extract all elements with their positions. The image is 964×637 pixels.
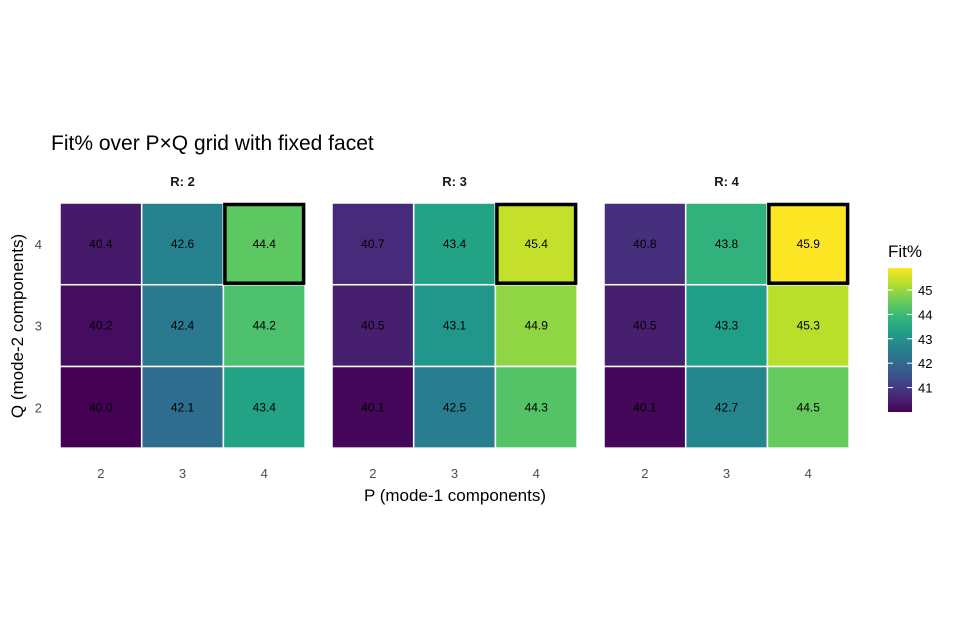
x-tick-label: 4: [533, 466, 540, 481]
heatmap-cell: [494, 283, 578, 368]
x-tick-label: 3: [179, 466, 186, 481]
x-tick-label: 2: [641, 466, 648, 481]
heatmap-cell: [331, 202, 415, 286]
heatmap-cell: [684, 202, 769, 286]
x-tick-label: 2: [369, 466, 376, 481]
facet-panels: R: 2 40.0 42.1 43.4 40.2 42.4 44.2 40.4 42.6 44.4…: [35, 174, 850, 481]
cell-value-label: 42.6: [171, 237, 195, 251]
cell-value-label: 40.7: [361, 237, 385, 251]
cell-value-label: 40.1: [633, 400, 657, 414]
cell-value-label: 40.0: [89, 400, 113, 414]
x-tick-label: 3: [723, 466, 730, 481]
color-legend: Fit% 41 42 43 44 45: [888, 242, 932, 412]
chart-title: Fit% over P×Q grid with fixed facet: [51, 132, 374, 155]
y-tick-label: 3: [35, 319, 42, 334]
cell-value-label: 40.2: [89, 319, 113, 333]
heatmap-cell: [59, 365, 143, 449]
cell-value-label: 45.3: [797, 319, 821, 333]
cell-value-label: 43.8: [715, 237, 739, 251]
heatmap-cell: [494, 365, 578, 449]
heatmap-cell: [766, 365, 850, 449]
facet-strip-label: R: 3: [442, 174, 467, 189]
cell-value-label: 45.9: [797, 237, 821, 251]
legend-tick-label: 43: [918, 332, 932, 347]
x-tick-label: 4: [261, 466, 268, 481]
cell-value-label: 44.5: [797, 400, 821, 414]
facet-strip-label: R: 4: [714, 174, 739, 189]
cell-value-label: 44.2: [253, 319, 277, 333]
facet-panel: R: 3 40.1 42.5 44.3 40.5 43.1 44.9 40.7 43.4 45.4…: [331, 174, 578, 481]
heatmap-cell: [140, 365, 225, 449]
heatmap-cell: [331, 283, 415, 368]
best-cell-highlight: [495, 202, 578, 285]
legend-tick-label: 44: [918, 307, 932, 322]
heatmap-cell: [603, 283, 687, 368]
best-cell-highlight: [223, 202, 306, 285]
cell-value-label: 42.1: [171, 400, 195, 414]
heatmap-cell: [766, 283, 850, 368]
heatmap-cell: [494, 202, 578, 286]
cell-value-label: 42.5: [443, 400, 467, 414]
cell-value-label: 43.3: [715, 319, 739, 333]
cell-value-label: 40.5: [361, 319, 385, 333]
y-tick-label: 4: [35, 237, 42, 252]
cell-value-label: 44.9: [525, 319, 549, 333]
heatmap-cell: [222, 283, 306, 368]
best-cell-highlight: [767, 202, 850, 285]
heatmap-cell: [140, 283, 225, 368]
x-tick-label: 3: [451, 466, 458, 481]
facet-panel: R: 4 40.1 42.7 44.5 40.5 43.3 45.3 40.8 43.8 45.9…: [603, 174, 850, 481]
heatmap-cell: [603, 202, 687, 286]
cell-value-label: 40.1: [361, 400, 385, 414]
heatmap-cell: [140, 202, 225, 286]
x-tick-label: 4: [805, 466, 812, 481]
heatmap-cell: [684, 283, 769, 368]
heatmap-cell: [412, 283, 497, 368]
y-tick-label: 2: [35, 400, 42, 415]
cell-value-label: 45.4: [525, 237, 549, 251]
cell-value-label: 43.1: [443, 319, 467, 333]
cell-value-label: 43.4: [253, 400, 277, 414]
heatmap-cell: [59, 202, 143, 286]
cell-value-label: 42.7: [715, 400, 739, 414]
cell-value-label: 43.4: [443, 237, 467, 251]
cell-value-label: 40.8: [633, 237, 657, 251]
facet-panel: R: 2 40.0 42.1 43.4 40.2 42.4 44.2 40.4 42.6 44.4…: [59, 174, 306, 481]
cell-value-label: 40.4: [89, 237, 113, 251]
legend-tick-label: 41: [918, 381, 932, 396]
y-axis-label: Q (mode-2 components): [8, 234, 27, 418]
cell-value-label: 44.3: [525, 400, 549, 414]
cell-value-label: 44.4: [253, 237, 277, 251]
heatmap-cell: [331, 365, 415, 449]
cell-value-label: 42.4: [171, 319, 195, 333]
x-tick-label: 2: [97, 466, 104, 481]
x-axis-label: P (mode-1 components): [364, 486, 546, 505]
facet-strip-label: R: 2: [170, 174, 195, 189]
legend-title: Fit%: [888, 242, 922, 261]
legend-tick-label: 45: [918, 283, 932, 298]
heatmap-cell: [412, 202, 497, 286]
heatmap-cell: [412, 365, 497, 449]
legend-tick-label: 42: [918, 356, 932, 371]
cell-value-label: 40.5: [633, 319, 657, 333]
